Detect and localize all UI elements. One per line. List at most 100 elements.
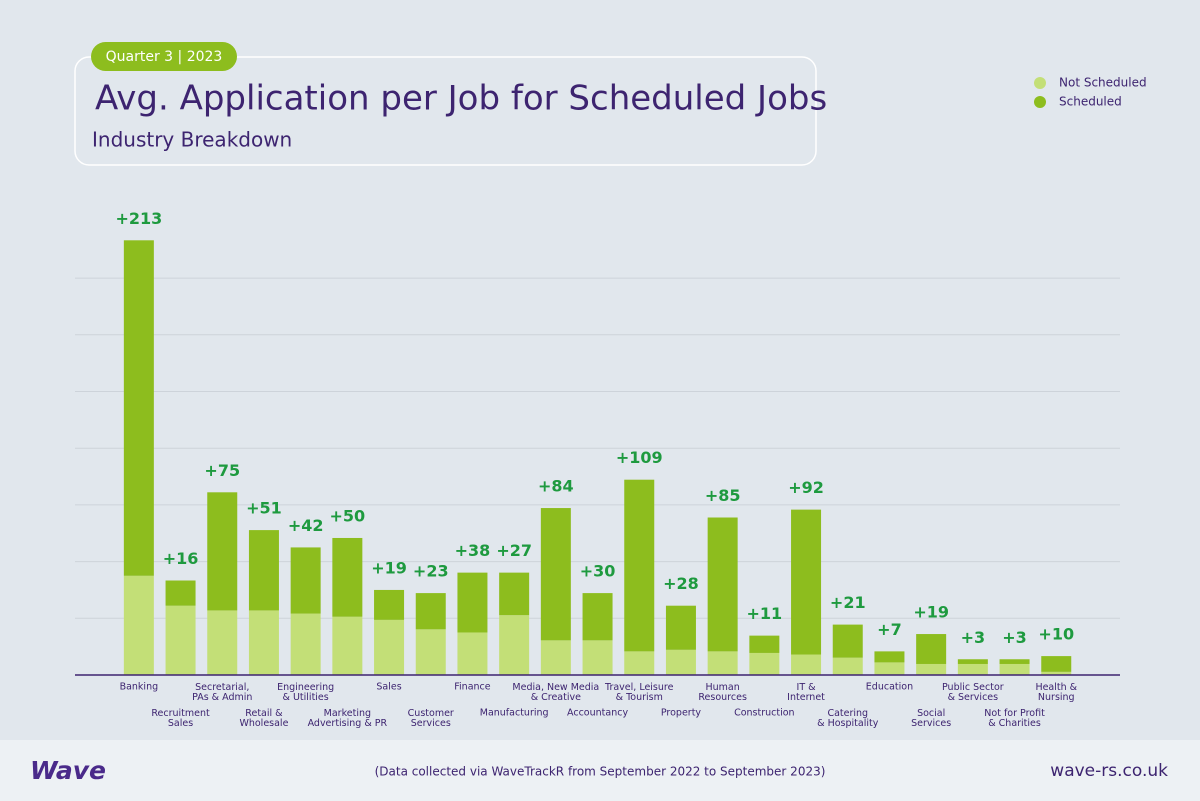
legend-label: Scheduled <box>1059 95 1122 109</box>
bar-segment <box>374 619 405 675</box>
x-tick-label: Social Services <box>911 708 951 729</box>
bar-segment <box>999 663 1030 675</box>
bar-segment <box>582 640 613 675</box>
x-tick-label: Construction <box>734 708 795 719</box>
bar-segment <box>457 632 488 675</box>
bar-segment <box>123 240 154 576</box>
value-label: +85 <box>705 486 741 505</box>
bar-segment <box>999 659 1030 664</box>
x-tick-label: Finance <box>454 682 490 693</box>
value-label: +42 <box>288 516 324 535</box>
bar-segment <box>582 593 613 641</box>
chart-subtitle: Industry Breakdown <box>92 128 292 152</box>
x-tick-label: Recruitment Sales <box>151 708 210 729</box>
value-label: +92 <box>788 478 824 497</box>
bar-segment <box>665 649 696 675</box>
value-label: +109 <box>616 448 663 467</box>
bar-segment <box>791 509 822 655</box>
x-tick-label: Customer Services <box>408 708 454 729</box>
x-tick-label: Health & Nursing <box>1035 682 1077 703</box>
bar-segment <box>916 663 947 675</box>
value-label: +10 <box>1038 625 1074 644</box>
value-label: +3 <box>1002 628 1027 647</box>
bar-segment <box>832 657 863 675</box>
value-label: +23 <box>413 562 449 581</box>
legend-swatch <box>1034 96 1046 108</box>
bar-segment <box>290 613 321 675</box>
bar-segment <box>1041 671 1072 675</box>
bar-segment <box>624 651 655 675</box>
bar-segment <box>165 605 196 675</box>
legend-label: Not Scheduled <box>1059 76 1147 90</box>
footnote: (Data collected via WaveTrackR from Sept… <box>375 765 826 779</box>
x-tick-label: Media, New Media & Creative <box>512 682 599 703</box>
bar-segment <box>332 537 363 617</box>
x-tick-label: Travel, Leisure & Tourism <box>604 682 674 703</box>
bar-segment <box>415 629 446 675</box>
value-label: +19 <box>913 603 949 622</box>
value-label: +11 <box>747 604 783 623</box>
bar-segment <box>749 652 780 675</box>
bar-segment <box>874 662 905 675</box>
value-label: +50 <box>330 506 366 525</box>
value-label: +7 <box>877 620 902 639</box>
value-label: +3 <box>961 628 986 647</box>
value-label: +51 <box>246 499 282 518</box>
bar-segment <box>290 547 321 614</box>
badge <box>91 42 237 71</box>
value-label: +27 <box>496 541 532 560</box>
value-label: +19 <box>371 558 407 577</box>
chart-title: Avg. Application per Job for Scheduled J… <box>95 79 827 119</box>
bar-segment <box>248 530 279 611</box>
legend-swatch <box>1034 77 1046 89</box>
value-label: +21 <box>830 593 866 612</box>
bar-segment <box>374 589 405 620</box>
x-tick-label: Banking <box>120 682 159 693</box>
value-label: +213 <box>115 209 162 228</box>
x-tick-label: Not for Profit & Charities <box>984 708 1045 729</box>
bar-segment <box>540 508 571 641</box>
x-tick-label: Catering & Hospitality <box>817 708 879 729</box>
badge-text: Quarter 3 | 2023 <box>106 49 223 65</box>
x-tick-label: Accountancy <box>567 708 628 719</box>
bar-segment <box>165 580 196 606</box>
value-label: +16 <box>163 549 199 568</box>
value-label: +75 <box>204 461 240 480</box>
bar-segment <box>624 479 655 652</box>
x-tick-label: Property <box>661 708 702 719</box>
bar-segment <box>499 572 530 616</box>
value-label: +38 <box>455 541 491 560</box>
bar-segment <box>123 575 154 675</box>
bar-segment <box>791 654 822 675</box>
value-label: +30 <box>580 562 616 581</box>
x-tick-label: IT & Internet <box>787 682 825 703</box>
x-tick-label: Marketing Advertising & PR <box>308 708 388 729</box>
x-tick-label: Public Sector & Services <box>942 682 1004 703</box>
x-tick-label: Manufacturing <box>480 708 549 719</box>
footer-band <box>0 740 1200 801</box>
bar-segment <box>707 517 738 652</box>
bar-segment <box>540 640 571 675</box>
value-label: +28 <box>663 574 699 593</box>
x-tick-label: Education <box>866 682 913 693</box>
x-tick-label: Secretarial, PAs & Admin <box>192 682 252 703</box>
bar-segment <box>707 651 738 675</box>
x-tick-label: Sales <box>376 682 401 693</box>
bar-segment <box>665 605 696 650</box>
bar-segment <box>415 593 446 630</box>
bar-segment <box>957 659 988 664</box>
x-tick-label: Engineering & Utilities <box>277 682 334 703</box>
bar-segment <box>916 634 947 664</box>
bar-segment <box>457 572 488 633</box>
bar-segment <box>207 492 238 611</box>
value-label: +84 <box>538 477 574 496</box>
bar-segment <box>957 663 988 675</box>
logo: Wave <box>30 756 106 785</box>
bar-segment <box>499 615 530 675</box>
bar-segment <box>832 624 863 658</box>
bar-segment <box>1041 656 1072 672</box>
bar-segment <box>749 635 780 653</box>
bar-segment <box>332 616 363 675</box>
